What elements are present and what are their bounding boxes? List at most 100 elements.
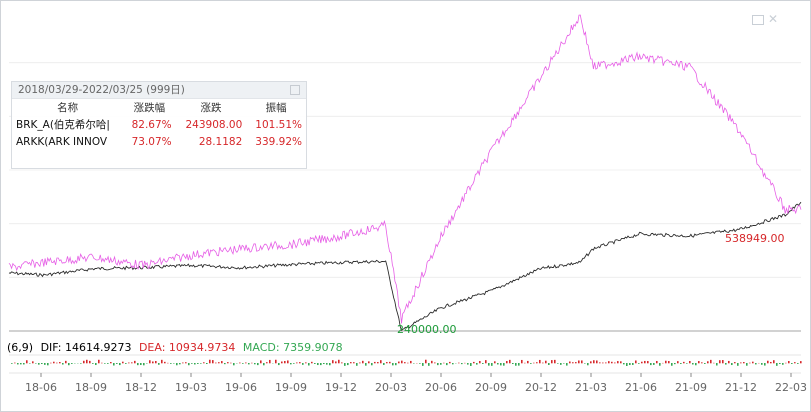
macd-bar	[68, 363, 70, 366]
restore-icon[interactable]	[752, 15, 764, 25]
macd-bar	[356, 363, 358, 366]
macd-bar	[395, 363, 397, 366]
macd-bar	[407, 362, 409, 364]
x-tick-label: 21-12	[725, 381, 757, 394]
macd-bar	[368, 361, 370, 364]
macd-bar	[770, 361, 772, 364]
macd-bar	[302, 363, 304, 365]
macd-bar	[233, 363, 235, 366]
macd-bar	[740, 362, 742, 364]
stats-panel: 2018/03/29-2022/03/25 (999日) 名称 涨跌幅 涨跌 振…	[11, 81, 307, 169]
close-icon[interactable]: ✕	[768, 12, 779, 26]
macd-bar	[293, 363, 295, 364]
macd-bar	[725, 363, 727, 365]
stats-table: 名称 涨跌幅 涨跌 振幅 BRK_A(伯克希尔哈| 82.67% 243908.…	[12, 99, 306, 150]
macd-bar	[641, 361, 643, 364]
macd-bar	[506, 361, 508, 364]
macd-bar	[281, 361, 283, 364]
macd-bar	[494, 361, 496, 364]
macd-bar	[239, 362, 241, 364]
macd-bar	[554, 359, 556, 364]
macd-bar	[221, 361, 223, 364]
macd-bar	[287, 360, 289, 364]
macd-bar	[92, 363, 94, 364]
macd-bar	[251, 362, 253, 364]
macd-bar	[518, 363, 520, 366]
macd-bar	[14, 362, 16, 364]
macd-bar	[452, 363, 454, 365]
macd-bar	[299, 362, 301, 364]
macd-bar	[467, 363, 469, 365]
macd-bar	[131, 362, 133, 364]
macd-bar	[275, 359, 277, 364]
x-tick-label: 19-12	[325, 381, 357, 394]
panel-corner-icon[interactable]	[290, 85, 300, 95]
x-tick-label: 18-09	[75, 381, 107, 394]
table-row[interactable]: ARKK(ARK INNOV 73.07% 28.1182 339.92%	[12, 133, 306, 150]
series-line-arkk	[8, 14, 802, 324]
macd-bar	[224, 363, 226, 365]
macd-bar	[515, 363, 517, 366]
macd-bar	[242, 363, 244, 364]
macd-bar	[644, 360, 646, 364]
macd-bar	[185, 362, 187, 364]
macd-bar	[527, 360, 529, 364]
table-row[interactable]: BRK_A(伯克希尔哈| 82.67% 243908.00 101.51%	[12, 116, 306, 133]
macd-bar	[335, 361, 337, 364]
macd-bar	[422, 363, 424, 366]
macd-bar	[755, 363, 757, 365]
macd-bar	[107, 363, 109, 364]
macd-bar	[197, 363, 199, 364]
macd-bar	[797, 363, 799, 364]
macd-bar	[443, 362, 445, 364]
macd-bar	[371, 363, 373, 366]
macd-bar	[434, 362, 436, 364]
macd-bar	[647, 361, 649, 364]
col-amplitude: 振幅	[265, 102, 287, 114]
macd-bar	[779, 363, 781, 364]
macd-bar	[227, 362, 229, 364]
macd-bar	[509, 359, 511, 364]
macd-bar	[719, 360, 721, 364]
macd-bar	[209, 359, 211, 364]
macd-bar	[41, 363, 43, 365]
macd-bar	[692, 363, 694, 365]
macd-bar	[605, 362, 607, 364]
macd-bar	[560, 363, 562, 365]
macd-bar	[254, 363, 256, 365]
x-tick-label: 18-12	[125, 381, 157, 394]
macd-bar	[248, 363, 250, 365]
macd-bar	[794, 362, 796, 364]
x-tick-label: 20-03	[375, 381, 407, 394]
macd-bar	[203, 362, 205, 364]
macd-bar	[671, 363, 673, 366]
macd-bar	[392, 363, 394, 366]
macd-bar	[290, 363, 292, 365]
macd-bar	[575, 362, 577, 364]
macd-bar	[728, 360, 730, 364]
macd-histogram	[11, 359, 802, 366]
macd-bar	[311, 361, 313, 364]
macd-bar	[578, 360, 580, 364]
macd-bar	[764, 363, 766, 366]
col-change: 涨跌	[200, 102, 222, 114]
macd-bar	[80, 363, 82, 364]
macd-bar	[20, 363, 22, 365]
macd-bar	[110, 362, 112, 364]
macd-bar	[431, 360, 433, 364]
row-change: 243908.00	[185, 118, 243, 131]
macd-bar	[500, 363, 502, 366]
macd-bar	[65, 360, 67, 364]
macd-bar	[11, 363, 13, 364]
macd-bar	[695, 363, 697, 366]
macd-bar	[35, 363, 37, 364]
macd-bar	[401, 360, 403, 364]
macd-bar	[263, 363, 265, 366]
macd-bar	[530, 363, 532, 364]
x-tick-label: 20-12	[525, 381, 557, 394]
macd-bar	[437, 363, 439, 366]
macd-bar	[119, 363, 121, 366]
macd-bar	[749, 362, 751, 364]
x-tick-label: 21-09	[675, 381, 707, 394]
